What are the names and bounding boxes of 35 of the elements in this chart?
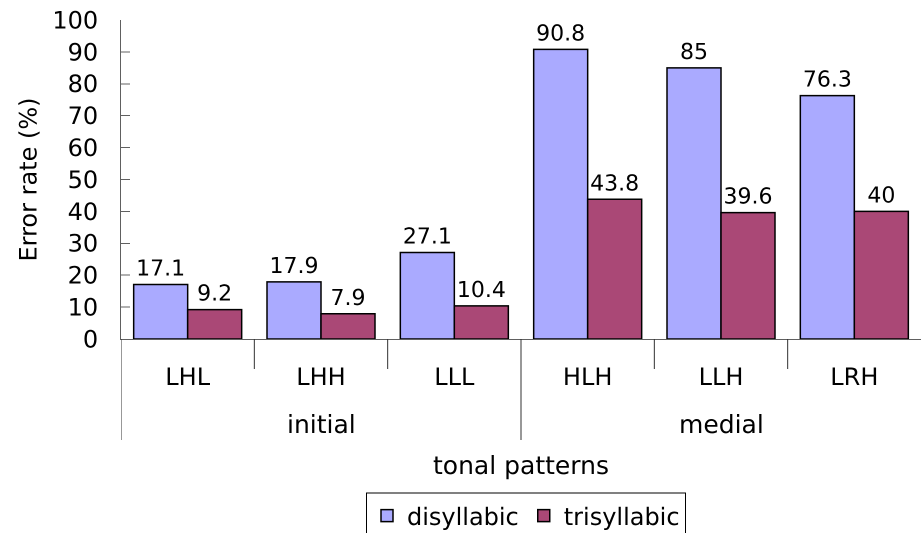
x-axis-title: tonal patterns xyxy=(432,450,610,480)
data-label: 40 xyxy=(867,183,896,208)
x-tick-label: LHH xyxy=(296,362,346,391)
y-tick-label: 30 xyxy=(68,230,98,258)
data-label: 17.1 xyxy=(136,256,186,282)
data-label: 17.9 xyxy=(270,254,318,279)
x-tick-label: LLH xyxy=(698,362,744,391)
text: medial xyxy=(679,410,764,439)
data-label: 10.4 xyxy=(456,278,506,303)
data-label: 76.3 xyxy=(802,68,852,93)
data-label: 90.8 xyxy=(536,21,586,46)
data-label: 39.6 xyxy=(724,184,772,210)
y-tick-label: 50 xyxy=(68,166,98,194)
text: initial xyxy=(287,410,356,439)
y-tick-label: 90 xyxy=(68,38,98,66)
x-tick-label: HLH xyxy=(562,362,612,391)
data-label: 7.9 xyxy=(330,286,366,311)
y-tick-label: 60 xyxy=(68,134,98,162)
data-label: 9.2 xyxy=(197,282,232,307)
y-tick-label: 0 xyxy=(82,325,98,354)
y-tick-label: 80 xyxy=(68,70,98,98)
data-label: 43.8 xyxy=(590,171,640,196)
y-tick-label: 100 xyxy=(52,6,98,34)
x-tick-label: LHL xyxy=(165,362,211,391)
data-label: 85 xyxy=(680,40,708,65)
y-tick-label: 40 xyxy=(68,198,98,226)
x-tick-label: LRH xyxy=(830,362,878,391)
y-tick-label: 10 xyxy=(68,294,98,322)
legend-label: trisyllabic xyxy=(564,502,680,531)
y-tick-label: 70 xyxy=(68,102,98,130)
legend-label: disyllabic xyxy=(407,502,519,531)
data-label: 27.1 xyxy=(402,224,452,250)
x-tick-label: LLL xyxy=(434,362,476,391)
y-tick-label: 20 xyxy=(68,262,98,290)
y-axis-title: Error rate (%) xyxy=(14,97,42,262)
